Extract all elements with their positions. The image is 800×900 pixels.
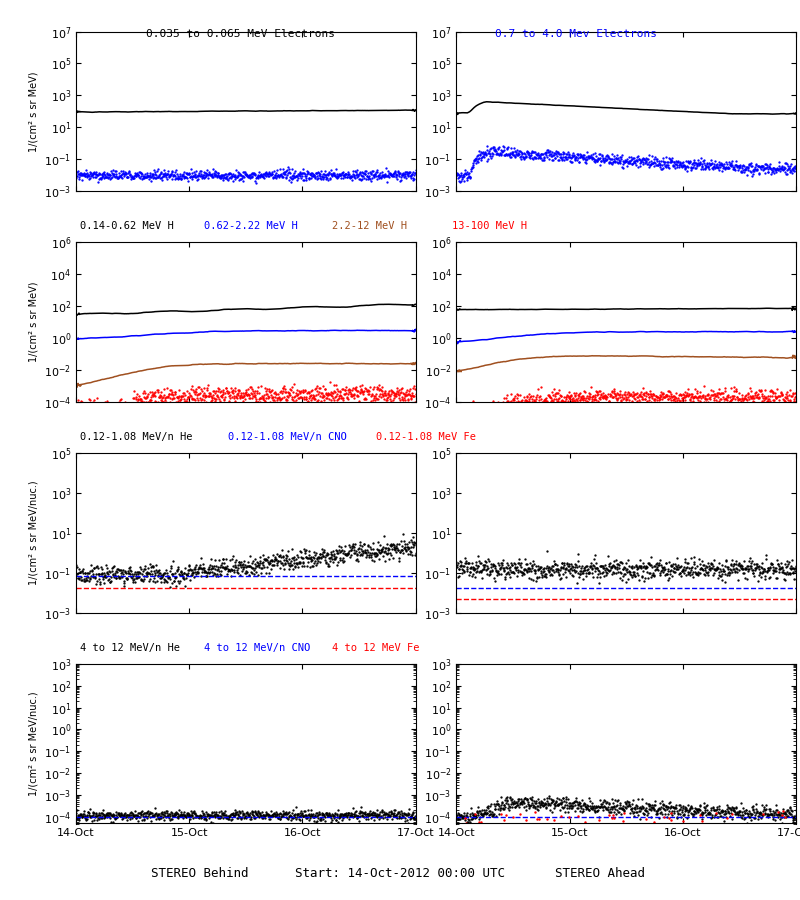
Text: 2.2-12 MeV H: 2.2-12 MeV H xyxy=(332,221,407,231)
Text: 0.035 to 0.065 MeV Electrons: 0.035 to 0.065 MeV Electrons xyxy=(146,29,334,39)
Text: 0.7 to 4.0 Mev Electrons: 0.7 to 4.0 Mev Electrons xyxy=(495,29,657,39)
Text: 0.62-2.22 MeV H: 0.62-2.22 MeV H xyxy=(204,221,298,231)
Text: Start: 14-Oct-2012 00:00 UTC: Start: 14-Oct-2012 00:00 UTC xyxy=(295,868,505,880)
Text: 0.12-1.08 MeV/n He: 0.12-1.08 MeV/n He xyxy=(80,432,193,442)
Text: 4 to 12 MeV Fe: 4 to 12 MeV Fe xyxy=(332,643,419,653)
Text: STEREO Ahead: STEREO Ahead xyxy=(555,868,645,880)
Y-axis label: 1/(cm² s sr MeV/nuc.): 1/(cm² s sr MeV/nuc.) xyxy=(28,691,38,796)
Text: 0.12-1.08 MeV/n CNO: 0.12-1.08 MeV/n CNO xyxy=(228,432,346,442)
Y-axis label: 1/(cm² s sr MeV): 1/(cm² s sr MeV) xyxy=(28,282,38,363)
Y-axis label: 1/(cm² s sr MeV/nuc.): 1/(cm² s sr MeV/nuc.) xyxy=(29,481,38,585)
Text: STEREO Behind: STEREO Behind xyxy=(151,868,249,880)
Text: 13-100 MeV H: 13-100 MeV H xyxy=(452,221,527,231)
Text: 0.12-1.08 MeV Fe: 0.12-1.08 MeV Fe xyxy=(376,432,476,442)
Text: 4 to 12 MeV/n CNO: 4 to 12 MeV/n CNO xyxy=(204,643,310,653)
Text: 4 to 12 MeV/n He: 4 to 12 MeV/n He xyxy=(80,643,180,653)
Y-axis label: 1/(cm² s sr MeV): 1/(cm² s sr MeV) xyxy=(29,71,38,151)
Text: 0.14-0.62 MeV H: 0.14-0.62 MeV H xyxy=(80,221,174,231)
